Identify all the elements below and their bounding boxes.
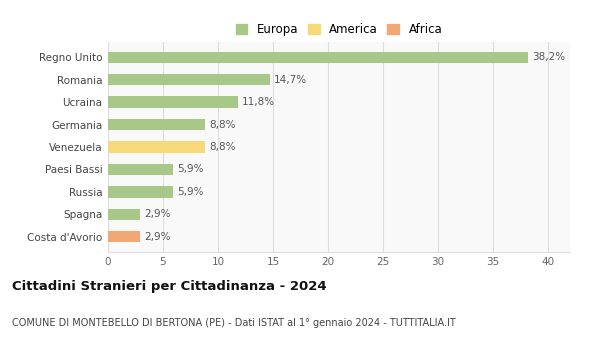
Bar [108,141,205,153]
Bar [108,51,528,63]
Text: 38,2%: 38,2% [533,52,566,62]
Bar [108,231,140,243]
Bar [108,119,205,130]
Bar [108,186,173,197]
Text: 14,7%: 14,7% [274,75,307,85]
Text: 8,8%: 8,8% [209,120,236,130]
Text: 5,9%: 5,9% [178,164,204,174]
Text: 5,9%: 5,9% [178,187,204,197]
Text: 11,8%: 11,8% [242,97,275,107]
Text: 2,9%: 2,9% [145,232,171,242]
Bar [108,164,173,175]
Text: Cittadini Stranieri per Cittadinanza - 2024: Cittadini Stranieri per Cittadinanza - 2… [12,280,326,293]
Bar [108,97,238,108]
Legend: Europa, America, Africa: Europa, America, Africa [233,21,445,38]
Text: 8,8%: 8,8% [209,142,236,152]
Bar [108,209,140,220]
Bar [108,74,270,85]
Text: 2,9%: 2,9% [145,209,171,219]
Text: COMUNE DI MONTEBELLO DI BERTONA (PE) - Dati ISTAT al 1° gennaio 2024 - TUTTITALI: COMUNE DI MONTEBELLO DI BERTONA (PE) - D… [12,318,456,329]
